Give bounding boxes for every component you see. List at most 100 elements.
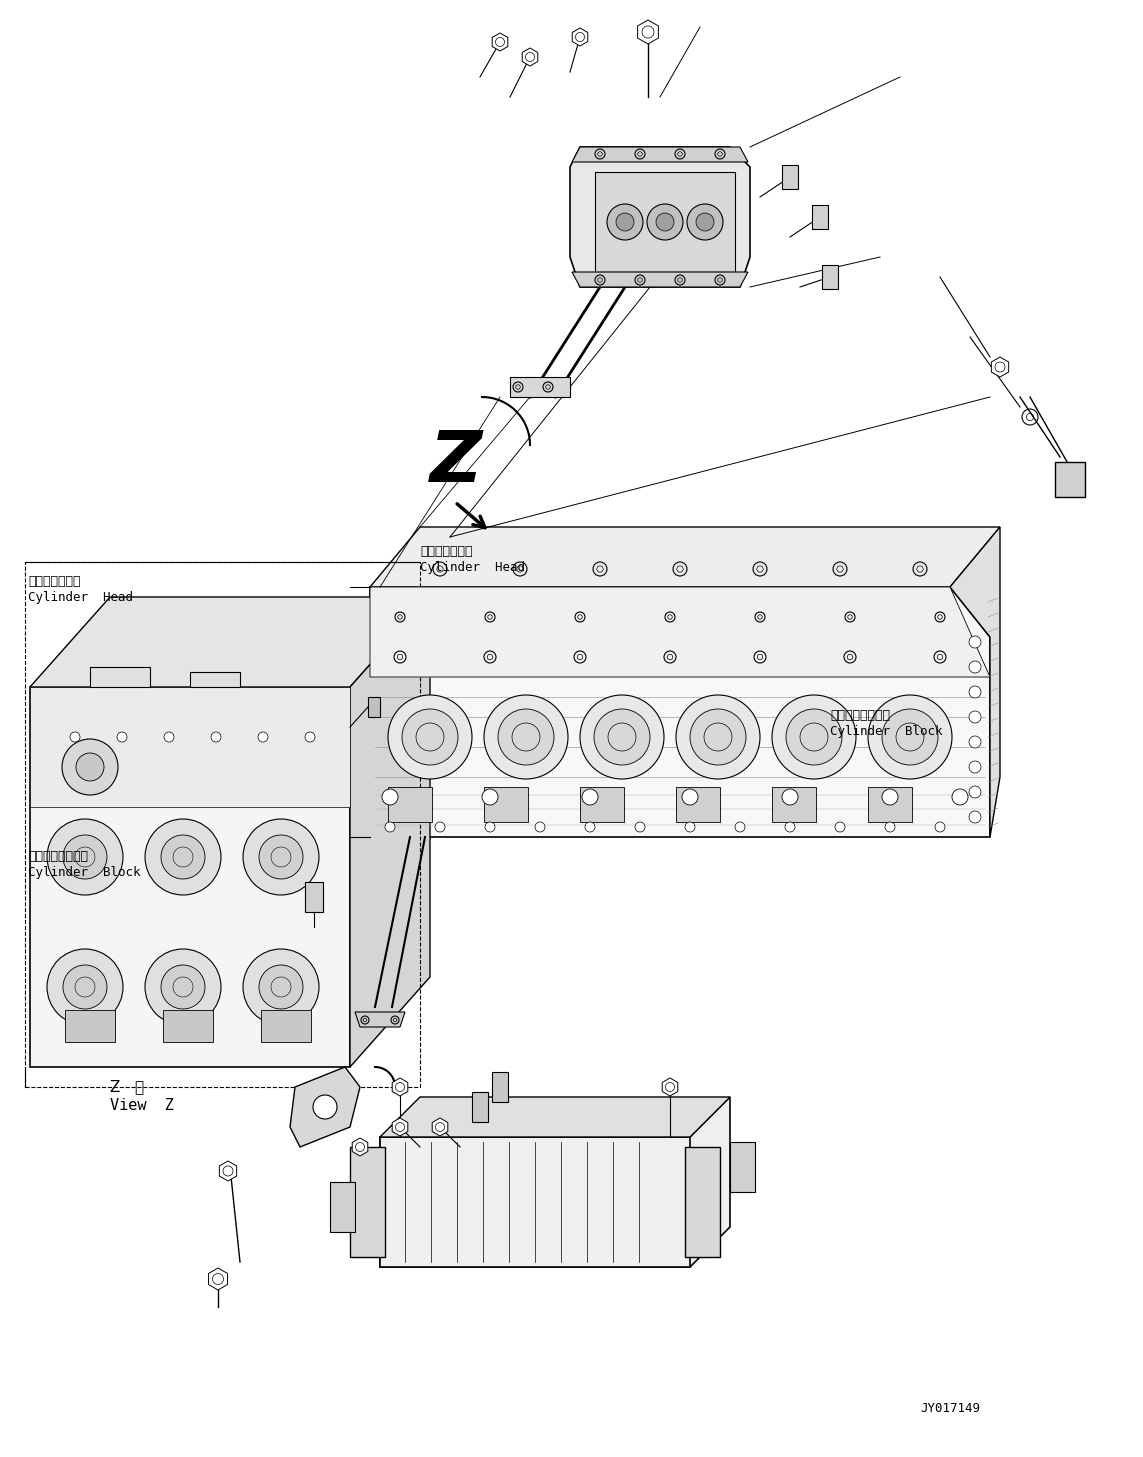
Circle shape (882, 790, 898, 806)
Bar (387, 787, 432, 822)
Bar (580, 787, 624, 822)
Circle shape (62, 739, 118, 796)
Circle shape (63, 965, 107, 1010)
Circle shape (607, 204, 644, 240)
Circle shape (259, 965, 303, 1010)
Circle shape (685, 822, 695, 832)
Circle shape (305, 731, 315, 742)
Circle shape (935, 822, 945, 832)
Circle shape (676, 695, 760, 779)
Circle shape (75, 753, 104, 781)
Text: Z: Z (430, 428, 482, 497)
Circle shape (485, 822, 495, 832)
Circle shape (969, 785, 981, 798)
Bar (772, 787, 816, 822)
Circle shape (258, 731, 267, 742)
Circle shape (387, 695, 472, 779)
Bar (483, 787, 528, 822)
Bar (491, 1072, 507, 1101)
Text: Cylinder  Head: Cylinder Head (419, 561, 525, 574)
Polygon shape (355, 1013, 405, 1027)
Circle shape (435, 822, 445, 832)
Text: JY017149: JY017149 (920, 1402, 980, 1415)
Circle shape (969, 661, 981, 673)
Circle shape (117, 731, 127, 742)
Circle shape (483, 695, 568, 779)
Bar (65, 1010, 115, 1042)
Circle shape (696, 213, 714, 232)
Bar (685, 1147, 720, 1257)
Bar (730, 1142, 756, 1192)
Circle shape (498, 710, 554, 765)
Circle shape (682, 790, 698, 806)
Circle shape (385, 822, 395, 832)
Circle shape (772, 695, 856, 779)
Circle shape (145, 819, 221, 895)
Polygon shape (219, 1161, 237, 1182)
Text: シリンダヘッド: シリンダヘッド (419, 545, 472, 558)
Polygon shape (370, 527, 1000, 587)
Polygon shape (573, 28, 588, 47)
Circle shape (585, 822, 596, 832)
Circle shape (969, 637, 981, 648)
Circle shape (582, 790, 598, 806)
Circle shape (63, 835, 107, 879)
Bar (350, 1147, 385, 1257)
Circle shape (161, 835, 205, 879)
Circle shape (243, 819, 319, 895)
Polygon shape (30, 597, 430, 688)
Circle shape (259, 835, 303, 879)
Polygon shape (991, 357, 1008, 377)
Polygon shape (950, 527, 1000, 836)
Bar (596, 172, 735, 272)
Polygon shape (493, 34, 507, 51)
Circle shape (969, 812, 981, 823)
Polygon shape (570, 147, 750, 287)
Circle shape (969, 686, 981, 698)
Circle shape (163, 731, 174, 742)
Bar (472, 1091, 488, 1122)
Polygon shape (379, 1097, 730, 1136)
Polygon shape (638, 20, 658, 44)
Bar (868, 787, 912, 822)
Circle shape (952, 790, 968, 806)
Text: Cylinder  Block: Cylinder Block (27, 865, 141, 879)
Circle shape (656, 213, 674, 232)
Bar (782, 165, 798, 189)
Polygon shape (522, 48, 538, 66)
Circle shape (969, 736, 981, 747)
Circle shape (482, 790, 498, 806)
Bar (261, 1010, 311, 1042)
Polygon shape (392, 1118, 408, 1136)
Circle shape (836, 822, 845, 832)
Bar (90, 667, 150, 688)
Circle shape (47, 949, 123, 1026)
Text: Cylinder  Block: Cylinder Block (830, 726, 943, 739)
Circle shape (882, 710, 938, 765)
Circle shape (786, 710, 842, 765)
Circle shape (616, 213, 634, 232)
Circle shape (594, 710, 650, 765)
Circle shape (382, 790, 398, 806)
Circle shape (969, 711, 981, 723)
Polygon shape (352, 1138, 368, 1155)
Bar (163, 1010, 213, 1042)
Polygon shape (208, 1268, 227, 1289)
Text: Z   視: Z 視 (110, 1080, 144, 1094)
Circle shape (647, 204, 684, 240)
Circle shape (785, 822, 796, 832)
Circle shape (687, 204, 724, 240)
Polygon shape (379, 1097, 730, 1268)
Circle shape (690, 710, 746, 765)
Circle shape (47, 819, 123, 895)
Text: View  Z: View Z (110, 1099, 174, 1113)
Circle shape (735, 822, 745, 832)
Bar (305, 881, 323, 912)
Polygon shape (572, 272, 748, 287)
Bar (330, 1182, 355, 1233)
Polygon shape (30, 688, 350, 807)
Circle shape (243, 949, 319, 1026)
Polygon shape (432, 1118, 448, 1136)
Text: シリンダブロック: シリンダブロック (830, 710, 890, 723)
Polygon shape (392, 1078, 408, 1096)
